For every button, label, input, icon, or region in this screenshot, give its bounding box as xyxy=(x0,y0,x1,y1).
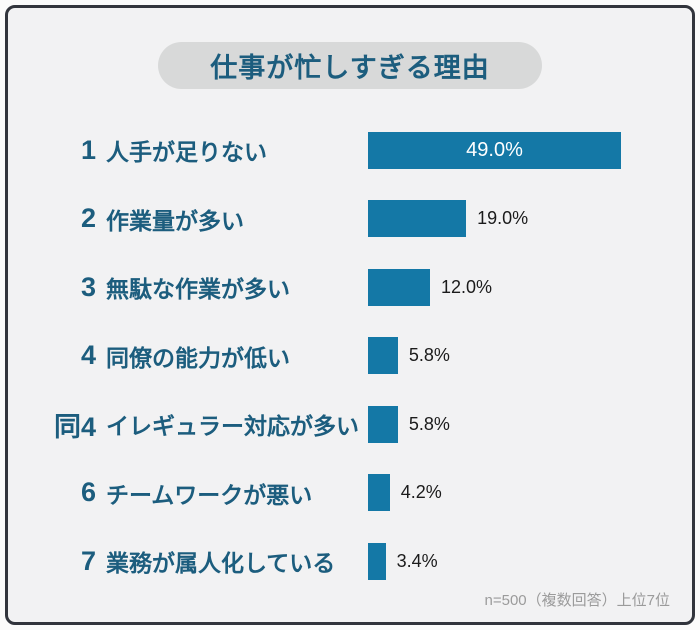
value-label: 12.0% xyxy=(441,276,493,297)
rank-number: 6 xyxy=(80,477,96,508)
category-label: チームワークが悪い xyxy=(106,481,313,508)
category-label: 業務が属人化している xyxy=(106,550,336,577)
value-label: 5.8% xyxy=(408,345,450,366)
chart-frame: 仕事が忙しすぎる理由 1 人手が足りない 49.0% 2 作業量が多い 19.0… xyxy=(5,5,695,625)
bar-track: 5.8% xyxy=(368,337,692,375)
chart-row: 1 人手が足りない 49.0% xyxy=(40,116,692,185)
chart-row: 4 同僚の能力が低い 5.8% xyxy=(40,322,692,391)
bar-track: 5.8% xyxy=(368,405,692,443)
value-bar xyxy=(368,268,430,306)
rank-number: 7 xyxy=(80,545,96,576)
rank-number: 同4 xyxy=(53,411,96,442)
sample-size-note: n=500（複数回答）上位7位 xyxy=(484,592,670,609)
category-label: 同僚の能力が低い xyxy=(106,344,290,371)
bar-track: 19.0% xyxy=(368,200,692,238)
bar-track: 4.2% xyxy=(368,474,692,512)
chart-row: 7 業務が属人化している 3.4% xyxy=(40,527,692,596)
rank-number: 2 xyxy=(80,203,96,234)
category-label: イレギュラー対応が多い xyxy=(106,413,359,440)
value-label: 19.0% xyxy=(477,208,529,229)
value-label: 3.4% xyxy=(396,550,438,571)
value-bar xyxy=(368,337,398,375)
chart-row: 3 無駄な作業が多い 12.0% xyxy=(40,253,692,322)
rank-number: 3 xyxy=(80,271,96,302)
bar-track: 3.4% xyxy=(368,542,692,580)
chart-title-pill: 仕事が忙しすぎる理由 xyxy=(158,42,542,89)
chart-title: 仕事が忙しすぎる理由 xyxy=(210,53,490,83)
value-bar xyxy=(368,200,467,238)
rank-number: 1 xyxy=(80,134,96,165)
bar-track: 12.0% xyxy=(368,268,692,306)
value-bar xyxy=(368,542,386,580)
value-label: 49.0% xyxy=(466,138,523,161)
rank-number: 4 xyxy=(80,340,96,371)
value-bar: 49.0% xyxy=(368,131,621,169)
bar-track: 49.0% xyxy=(368,131,692,169)
category-label: 人手が足りない xyxy=(106,139,267,166)
value-bar xyxy=(368,474,390,512)
value-label: 4.2% xyxy=(400,482,442,503)
chart-row: 6 チームワークが悪い 4.2% xyxy=(40,459,692,528)
category-label: 作業量が多い xyxy=(106,207,244,234)
bar-chart: 1 人手が足りない 49.0% 2 作業量が多い 19.0% 3 無駄な作業が多… xyxy=(8,116,692,596)
category-label: 無駄な作業が多い xyxy=(106,276,290,303)
chart-row: 同4 イレギュラー対応が多い 5.8% xyxy=(40,390,692,459)
value-label: 5.8% xyxy=(408,413,450,434)
chart-row: 2 作業量が多い 19.0% xyxy=(40,185,692,254)
value-bar xyxy=(368,405,398,443)
